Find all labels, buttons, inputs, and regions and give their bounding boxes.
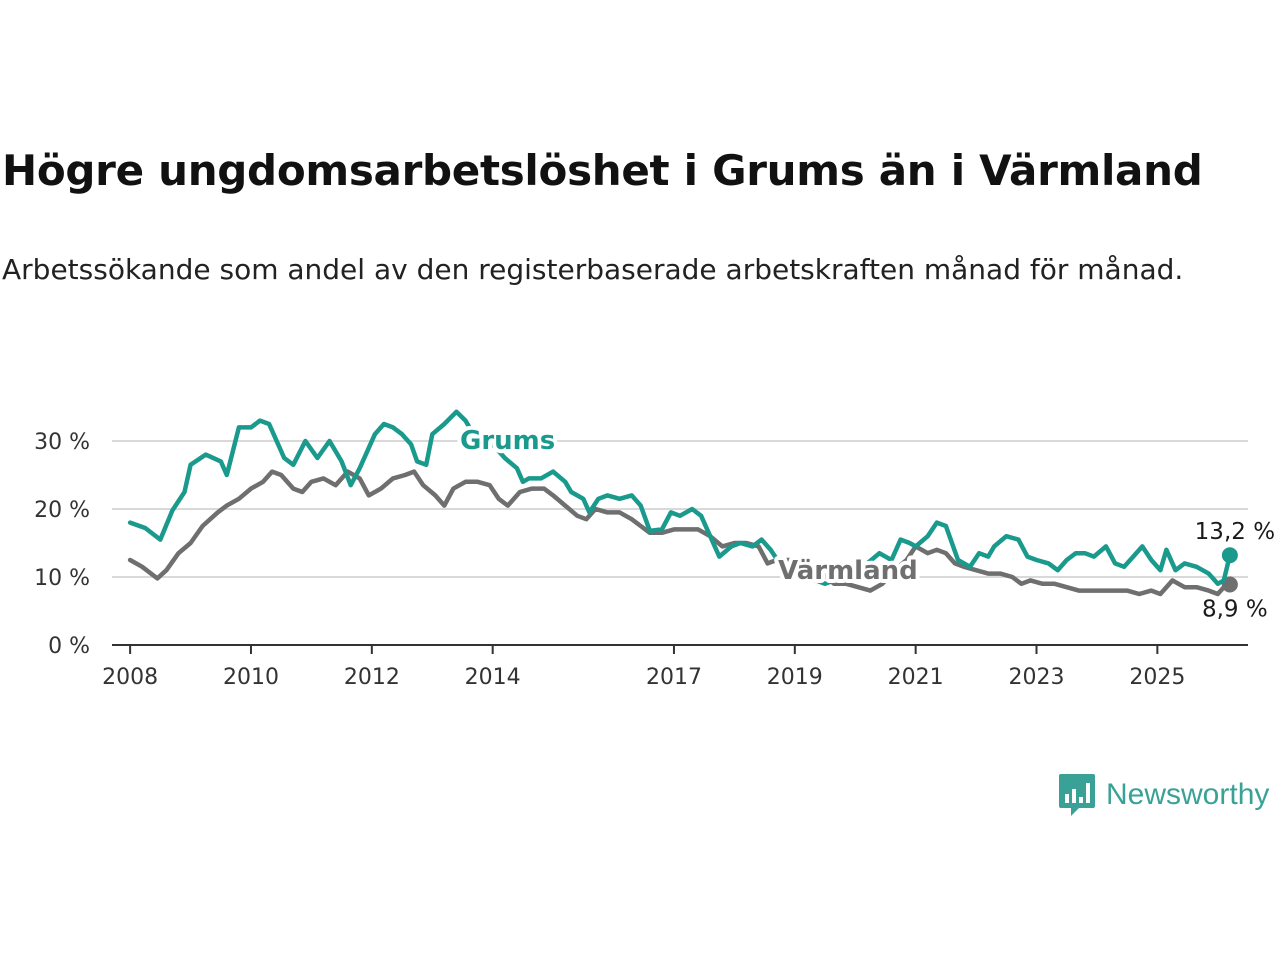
line-chart: 0 % 10 % 20 % 30 % 2008 2010 2012 2014 2017 2019 2…: [34, 409, 1275, 690]
brand-name: Newsworthy: [1106, 778, 1270, 811]
x-tick-label: 2021: [888, 665, 944, 690]
axes: 0 % 10 % 20 % 30 % 2008 2010 2012 2014 2017 2019 2…: [34, 430, 1248, 690]
brand: Newsworthy: [1058, 772, 1269, 818]
series-lines: [127, 409, 1238, 597]
x-tick-label: 2008: [102, 665, 158, 690]
x-tick-label: 2023: [1009, 665, 1065, 690]
x-tick-label: 2017: [646, 665, 702, 690]
x-tick-label: 2010: [223, 665, 279, 690]
y-tick-label: 30 %: [34, 430, 90, 455]
gridlines: [112, 440, 1248, 578]
series-label-varmland: Värmland: [778, 556, 918, 586]
end-label-grums: 13,2 %: [1195, 519, 1275, 545]
chart-subtitle: Arbetssökande som andel av den registerb…: [2, 253, 1184, 286]
y-tick-label: 10 %: [34, 566, 90, 591]
series-label-grums: Grums: [460, 426, 555, 456]
series-line-varmland: [127, 469, 1233, 597]
labels: Grums Värmland 13,2 % 8,9 %: [456, 422, 1275, 625]
chart-title: Högre ungdomsarbetslöshet i Grums än i V…: [2, 146, 1203, 195]
x-tick-label: 2012: [344, 665, 400, 690]
end-point-grums: [1221, 547, 1238, 564]
x-tick-label: 2025: [1129, 665, 1185, 690]
end-label-varmland: 8,9 %: [1202, 596, 1268, 622]
y-tick-label: 0 %: [48, 634, 90, 659]
y-tick-label: 20 %: [34, 498, 90, 523]
x-tick-label: 2014: [465, 665, 521, 690]
newsworthy-logo-icon: [1059, 774, 1095, 816]
series-line-grums: [127, 409, 1233, 587]
x-tick-label: 2019: [767, 665, 823, 690]
